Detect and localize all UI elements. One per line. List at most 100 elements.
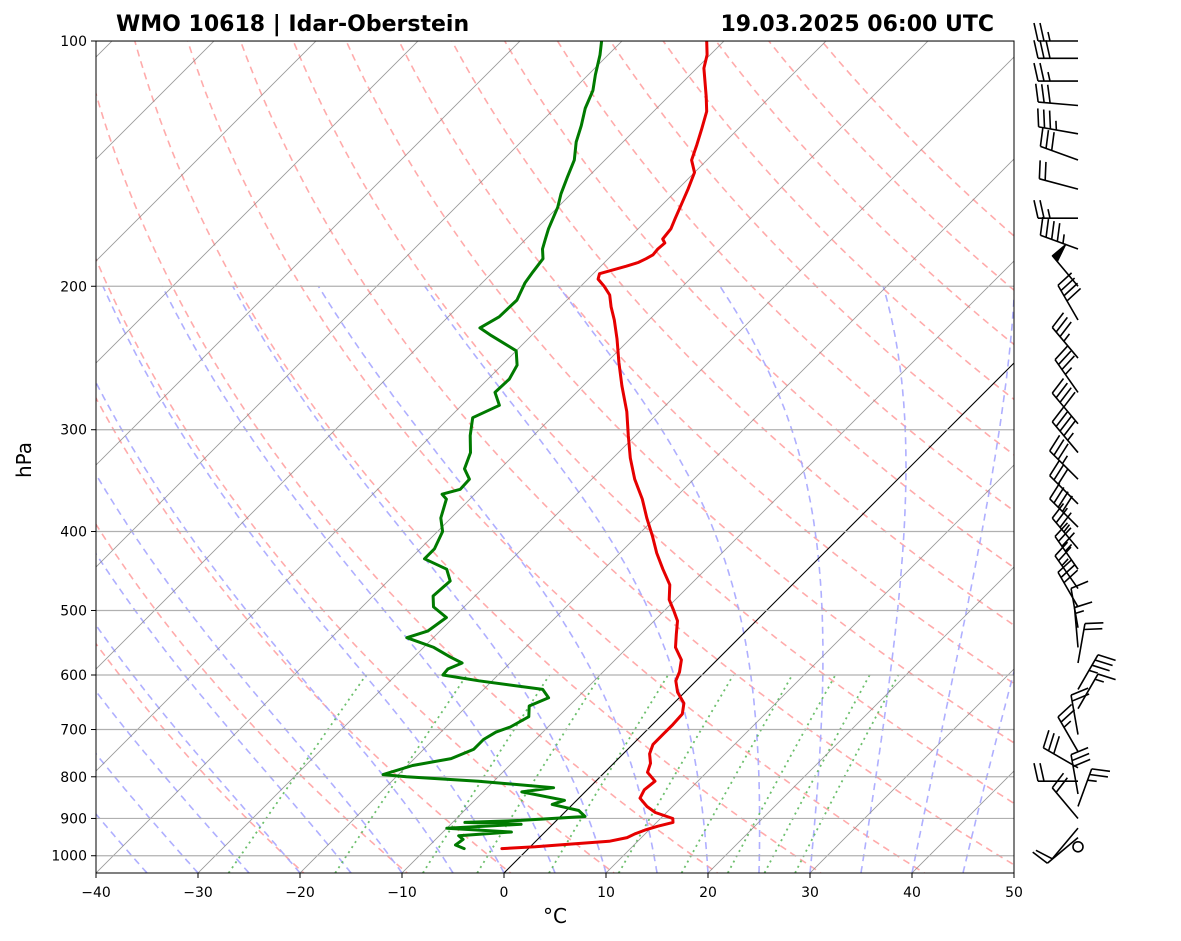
mixing-ratio-line (680, 674, 794, 873)
isotherm-line (299, 158, 1014, 873)
wind-barb (1051, 406, 1079, 454)
wind-barb (1049, 434, 1079, 480)
x-tick-label: 10 (597, 885, 615, 901)
moist-adiabat-line (860, 286, 907, 873)
wind-barb (1070, 580, 1089, 628)
x-axis-label: °C (543, 904, 567, 928)
wind-barb (1033, 763, 1078, 782)
temperature-profile-line (500, 41, 709, 851)
wind-barb (1033, 22, 1078, 42)
moist-adiabat-line (96, 380, 454, 873)
mixing-ratio-line (476, 674, 602, 873)
dry-adiabat-line (96, 257, 616, 873)
moist-adiabat-line (719, 285, 824, 873)
y-axis: 1000 900 800 700 600 500 400 300 200 100 (51, 34, 96, 865)
moist-adiabat-line (317, 285, 658, 873)
isotherm-line (96, 41, 521, 466)
wind-barb (1051, 378, 1079, 425)
wind-barb (1054, 522, 1079, 570)
dry-adiabat-line (96, 396, 512, 873)
dry-adiabat-line (609, 41, 1014, 456)
wind-barb (1051, 503, 1079, 550)
x-tick-label: −10 (387, 885, 417, 901)
wind-barb (1033, 200, 1078, 219)
y-tick-label: 1000 (51, 849, 87, 865)
dewpoint-profile-line (381, 41, 604, 851)
wind-barb (1057, 272, 1082, 321)
wind-barb (1077, 768, 1111, 807)
wind-barb (1034, 83, 1079, 107)
x-tick-label: 20 (699, 885, 717, 901)
moist-adiabat-line (96, 623, 301, 873)
wind-barb (1032, 836, 1079, 864)
y-tick-label: 300 (60, 423, 87, 439)
wind-barb (1051, 312, 1079, 359)
wind-barb (1033, 62, 1078, 82)
wind-barb (1042, 729, 1079, 769)
wind-barb (1038, 160, 1079, 190)
y-tick-label: 500 (60, 603, 87, 619)
wind-barbs (1032, 22, 1116, 864)
mixing-ratio-line (422, 674, 551, 873)
isotherm-line (96, 41, 827, 772)
wind-barb (1057, 559, 1079, 608)
isotherm-line (401, 260, 1014, 873)
moist-adiabat-line (96, 552, 352, 873)
dry-adiabat-line (398, 41, 1014, 685)
mixing-ratio-line (763, 674, 871, 873)
dry-adiabat-line (292, 41, 1014, 805)
moist-adiabat-line (962, 668, 1014, 873)
x-tick-label: 30 (801, 885, 819, 901)
wind-barb (1039, 127, 1079, 161)
isotherm-line (96, 41, 623, 568)
y-tick-label: 200 (60, 279, 87, 295)
wind-barb (1077, 673, 1116, 710)
y-tick-label: 600 (60, 668, 87, 684)
chart-title-station: WMO 10618 | Idar-Oberstein (116, 12, 469, 37)
y-axis-label: hPa (12, 442, 36, 478)
dry-adiabat-line (503, 41, 1014, 569)
x-tick-label: −20 (285, 885, 315, 901)
wind-barb (1039, 216, 1079, 250)
sounding-profiles (381, 41, 709, 851)
wind-barb (1057, 703, 1079, 752)
moist-adiabat-line (911, 286, 1014, 873)
moist-adiabat-line (161, 285, 556, 873)
wind-barb (1036, 108, 1079, 135)
y-tick-label: 400 (60, 525, 87, 541)
isotherm-line (96, 41, 419, 364)
moist-adiabat-line (102, 285, 505, 873)
background-lines (96, 41, 1014, 873)
mixing-ratio-line (617, 674, 735, 873)
wind-barb (1033, 40, 1078, 60)
mixing-ratio-line (334, 674, 468, 873)
y-tick-label: 800 (60, 770, 87, 786)
isotherm-line (197, 56, 1014, 873)
wind-barb (1049, 482, 1079, 528)
y-tick-label: 900 (60, 811, 87, 827)
x-tick-label: 0 (500, 885, 509, 901)
y-tick-label: 100 (60, 34, 87, 50)
x-tick-label: 40 (903, 885, 921, 901)
dry-adiabat-line (345, 41, 1014, 744)
zero-isotherm-line (503, 362, 1014, 873)
isotherm-line (96, 41, 929, 873)
wind-barb (1072, 840, 1084, 853)
x-tick-label: −30 (183, 885, 213, 901)
x-tick-label: 50 (1005, 885, 1023, 901)
moist-adiabat-line (96, 472, 403, 873)
wind-barb (1035, 827, 1079, 860)
x-axis: −40 −30 −20 −10 0 10 20 30 40 50 (81, 873, 1023, 901)
isotherm-line (809, 668, 1014, 873)
wind-barb (1070, 746, 1091, 795)
chart-title-datetime: 19.03.2025 06:00 UTC (720, 12, 994, 37)
wind-barb (1054, 541, 1079, 590)
plot-frame (95, 40, 1015, 874)
y-tick-label: 700 (60, 723, 87, 739)
wind-barb (1051, 243, 1079, 287)
mixing-ratio-line (227, 674, 367, 873)
mixing-ratio-line (548, 674, 669, 873)
wind-barb (1077, 654, 1116, 690)
